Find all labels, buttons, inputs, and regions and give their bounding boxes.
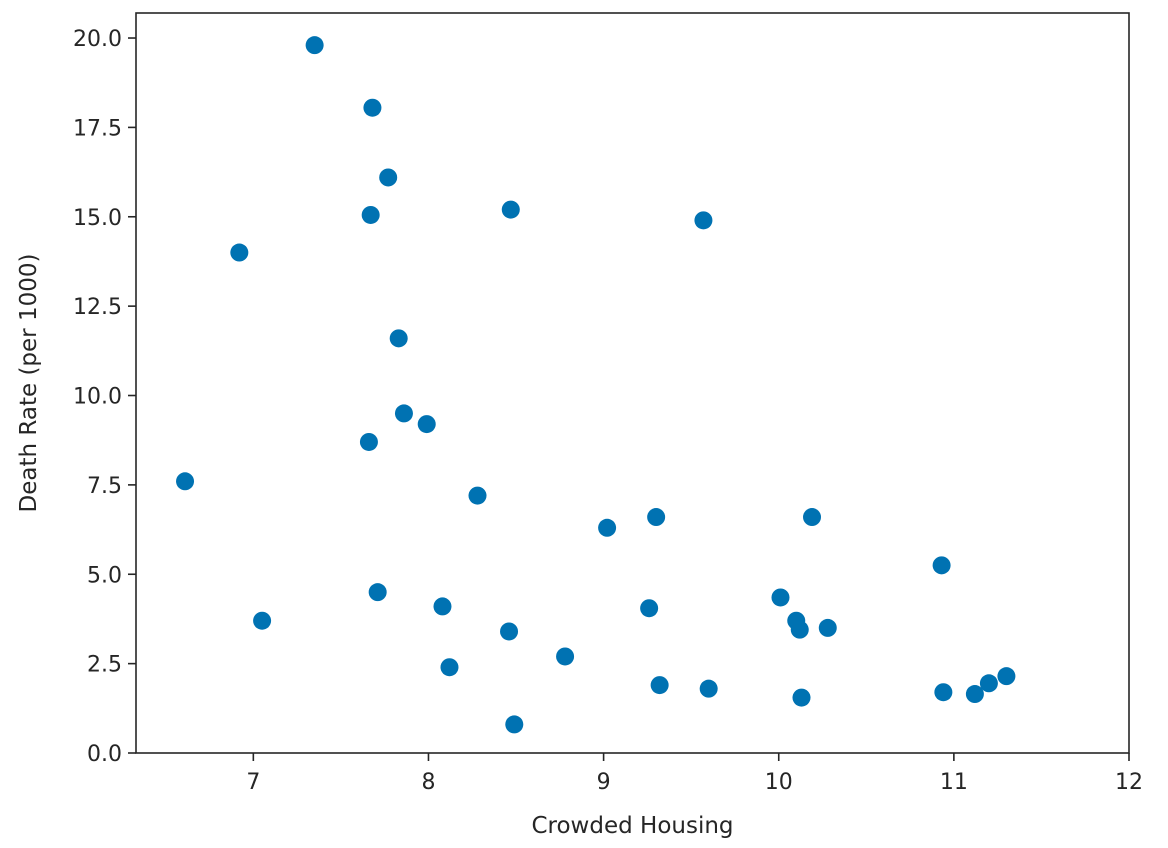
y-tick-label: 10.0 [73, 385, 122, 410]
x-axis-ticks: 7 8 9 10 11 12 [246, 753, 1143, 795]
data-point [965, 685, 984, 704]
data-point [379, 168, 398, 187]
data-point [389, 329, 408, 348]
x-tick-label: 11 [940, 770, 968, 795]
data-point [979, 674, 998, 693]
data-point [500, 622, 519, 641]
points-layer [176, 36, 1016, 734]
x-tick-label: 9 [597, 770, 611, 795]
data-point [932, 556, 951, 575]
data-point [818, 618, 837, 637]
data-point [361, 205, 380, 224]
x-tick-label: 7 [246, 770, 260, 795]
data-point [230, 243, 249, 262]
data-point [440, 658, 459, 677]
data-point [997, 667, 1016, 686]
y-tick-label: 17.5 [73, 116, 122, 141]
x-tick-label: 10 [765, 770, 793, 795]
data-point [790, 620, 809, 639]
x-axis-label: Crowded Housing [531, 813, 733, 839]
y-tick-label: 7.5 [87, 474, 122, 499]
x-tick-label: 8 [421, 770, 435, 795]
data-point [176, 472, 195, 491]
data-point [359, 432, 378, 451]
data-point [505, 715, 524, 734]
data-point [647, 508, 666, 527]
plot-frame [135, 12, 1130, 754]
data-point [771, 588, 790, 607]
data-point [417, 415, 436, 434]
y-tick-label: 2.5 [87, 653, 122, 678]
data-point [598, 518, 617, 537]
data-point [501, 200, 520, 219]
data-point [305, 36, 324, 55]
data-point [363, 98, 382, 117]
data-point [640, 599, 659, 618]
data-point [433, 597, 452, 616]
y-tick-label: 20.0 [73, 27, 122, 52]
data-point [650, 676, 669, 695]
y-axis-label: Death Rate (per 1000) [16, 254, 42, 513]
data-point [694, 211, 713, 230]
y-tick-label: 5.0 [87, 563, 122, 588]
data-point [394, 404, 413, 423]
data-point [792, 688, 811, 707]
data-point [368, 583, 387, 602]
data-point [699, 679, 718, 698]
data-point [934, 683, 953, 702]
y-tick-label: 0.0 [87, 742, 122, 767]
x-tick-label: 12 [1115, 770, 1143, 795]
y-tick-label: 12.5 [73, 295, 122, 320]
data-point [253, 611, 272, 630]
y-axis-ticks: 0.0 2.5 5.0 7.5 10.0 12.5 15.0 17.5 20.0 [73, 27, 136, 767]
data-point [556, 647, 575, 666]
data-point [803, 508, 822, 527]
data-point [468, 486, 487, 505]
y-tick-label: 15.0 [73, 206, 122, 231]
